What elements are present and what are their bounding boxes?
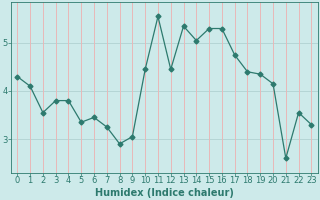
X-axis label: Humidex (Indice chaleur): Humidex (Indice chaleur) xyxy=(95,188,234,198)
